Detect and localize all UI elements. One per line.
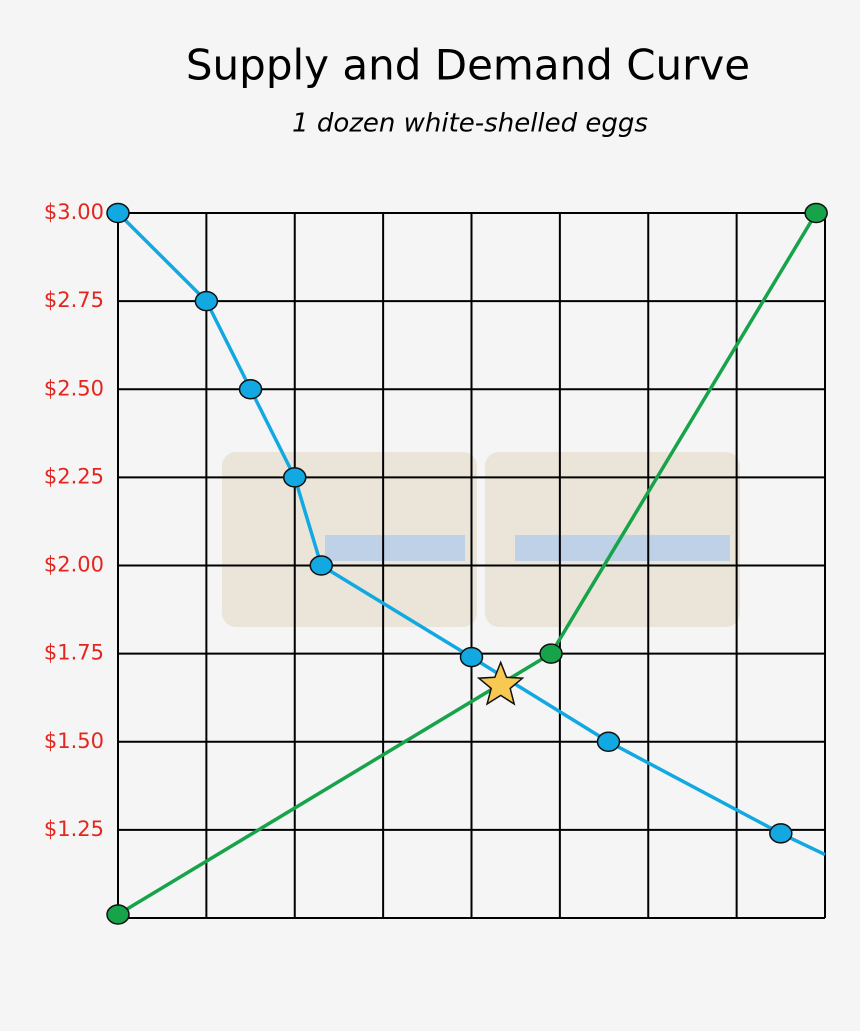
data-point (283, 467, 307, 488)
data-point (459, 646, 484, 668)
data-point (106, 904, 130, 925)
y-tick-label: $1.25 (44, 817, 104, 841)
data-point (769, 823, 793, 844)
data-point (238, 379, 263, 400)
data-point (194, 290, 219, 312)
background-carton (222, 452, 740, 627)
y-tick-label: $1.50 (44, 729, 104, 753)
y-tick-label: $1.75 (44, 641, 104, 665)
y-tick-label: $2.50 (44, 376, 104, 400)
data-point (309, 555, 334, 576)
y-tick-label: $2.75 (44, 288, 104, 312)
chart-subtitle: 1 dozen white-shelled eggs (292, 109, 648, 139)
data-point (539, 643, 563, 664)
y-tick-label: $2.00 (44, 553, 104, 577)
data-point (106, 202, 130, 224)
chart-title: Supply and Demand Curve (186, 41, 750, 90)
y-tick-label: $2.25 (44, 464, 104, 488)
data-point (596, 731, 621, 752)
equilibrium-star (476, 660, 525, 706)
data-point (804, 202, 828, 224)
y-tick-label: $3.00 (44, 200, 104, 224)
